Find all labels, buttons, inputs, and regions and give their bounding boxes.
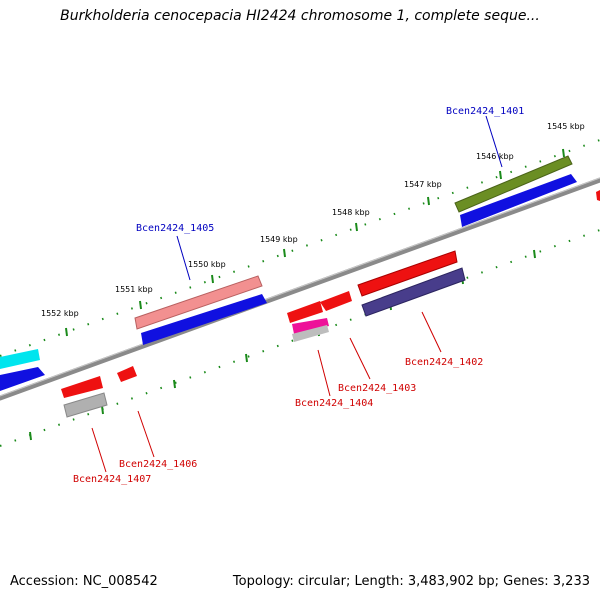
gene-block-gray-1407 (64, 393, 107, 417)
kbp-label-1548: 1548 kbp (332, 208, 370, 217)
callout-1404 (318, 350, 330, 396)
kbp-label-1551: 1551 kbp (115, 285, 153, 294)
callout-1405 (177, 236, 190, 280)
gene-block-red-edge (596, 190, 600, 201)
topology-stats-text: Topology: circular; Length: 3,483,902 bp… (233, 574, 590, 589)
gene-label-1404[interactable]: Bcen2424_1404 (295, 398, 373, 409)
accession-text: Accession: NC_008542 (10, 574, 158, 589)
kbp-label-1545: 1545 kbp (547, 122, 585, 131)
gene-label-1402[interactable]: Bcen2424_1402 (405, 357, 483, 368)
gene-label-1406[interactable]: Bcen2424_1406 (119, 459, 197, 470)
gene-block-red-1406 (117, 366, 137, 382)
callout-1403 (350, 338, 370, 379)
kbp-label-1546: 1546 kbp (476, 152, 514, 161)
gene-label-1407[interactable]: Bcen2424_1407 (73, 474, 151, 485)
gene-block-cyan (0, 349, 40, 369)
callout-1402 (422, 312, 441, 352)
gene-block-red-1403 (320, 291, 352, 311)
callout-1407 (92, 428, 106, 472)
gene-label-1401[interactable]: Bcen2424_1401 (446, 106, 524, 117)
kbp-label-1547: 1547 kbp (404, 180, 442, 189)
kbp-label-1549: 1549 kbp (260, 235, 298, 244)
callout-1406 (138, 411, 154, 457)
gene-label-1403[interactable]: Bcen2424_1403 (338, 383, 416, 394)
kbp-label-1552: 1552 kbp (41, 309, 79, 318)
chromosome-backbone (0, 180, 600, 398)
gene-label-1405[interactable]: Bcen2424_1405 (136, 223, 214, 234)
kbp-label-1550: 1550 kbp (188, 260, 226, 269)
